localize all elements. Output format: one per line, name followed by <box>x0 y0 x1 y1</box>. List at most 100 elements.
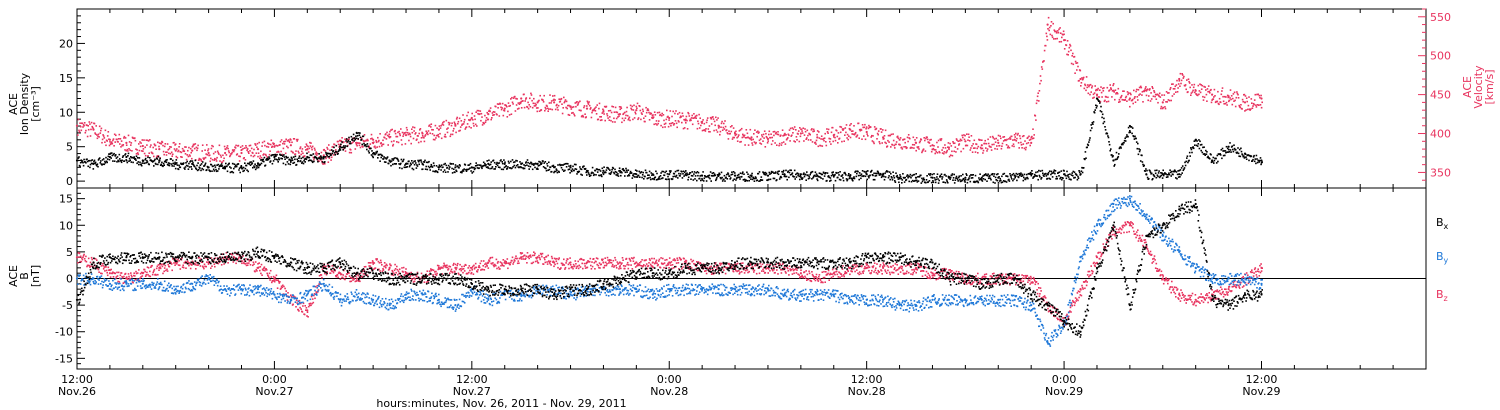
density-series-point <box>852 177 855 180</box>
density-series-point <box>117 159 119 162</box>
density-series-point <box>791 172 794 174</box>
density-series-point <box>238 169 240 171</box>
velocity-series-point <box>447 127 449 129</box>
bz-series-point <box>260 272 262 275</box>
velocity-series-point <box>206 154 209 156</box>
density-series-point <box>409 164 411 167</box>
velocity-series-point <box>531 99 533 102</box>
density-series-point <box>1087 144 1090 147</box>
density-series-point <box>773 172 775 174</box>
velocity-series-point <box>1070 49 1072 52</box>
velocity-series-point <box>553 98 555 101</box>
velocity-series-point <box>1168 99 1171 102</box>
density-series-point <box>136 157 139 159</box>
density-series-sample <box>355 131 358 134</box>
velocity-series-point <box>694 115 697 117</box>
density-series-point <box>1247 154 1250 156</box>
velocity-series-sample <box>372 138 375 141</box>
velocity-series-point <box>168 152 170 155</box>
density-series-point <box>218 168 220 170</box>
velocity-series-point <box>1012 139 1014 141</box>
velocity-series-point <box>362 139 365 142</box>
bz-series-point <box>177 264 180 266</box>
density-series-point <box>959 180 962 183</box>
velocity-series-point <box>1093 92 1096 94</box>
density-series-point <box>1216 154 1219 157</box>
bz-series-point <box>193 262 196 265</box>
velocity-series-point <box>1147 99 1149 102</box>
density-series-point <box>595 174 597 176</box>
density-series-point <box>470 170 472 172</box>
velocity-series-point <box>1235 96 1238 99</box>
velocity-series-point <box>727 132 729 135</box>
density-series-point <box>157 163 159 166</box>
density-series-point <box>1005 181 1008 183</box>
velocity-series-point <box>556 106 559 109</box>
bz-series-point <box>221 253 224 255</box>
density-series-point <box>1000 179 1002 182</box>
velocity-series-point <box>1095 88 1098 91</box>
velocity-series-point <box>637 117 640 119</box>
density-series-point <box>461 171 463 174</box>
y-bottom-tick-label: 15 <box>59 193 73 206</box>
density-series-point <box>943 181 945 183</box>
velocity-series-point <box>801 130 803 132</box>
density-series-point <box>454 171 456 174</box>
density-series-point <box>117 160 120 163</box>
density-series-point <box>733 178 735 180</box>
density-series-point <box>743 178 746 181</box>
velocity-series-point <box>453 121 456 124</box>
velocity-series-point <box>1009 138 1012 140</box>
velocity-series-point <box>1192 86 1195 89</box>
density-series-point <box>359 136 362 139</box>
density-series-point <box>1153 174 1155 177</box>
bz-series-point <box>197 264 199 266</box>
density-series-point <box>254 163 256 165</box>
density-series-point <box>124 154 126 156</box>
density-series-point <box>223 167 225 170</box>
density-series-point <box>127 155 129 157</box>
density-series-point <box>1042 172 1044 175</box>
bz-series-point <box>258 262 260 264</box>
velocity-series-point <box>442 121 444 124</box>
density-series-point <box>127 152 130 155</box>
velocity-series-point <box>446 128 448 130</box>
density-series-point <box>367 145 369 147</box>
density-series-point <box>954 179 957 181</box>
velocity-series-point <box>631 105 634 108</box>
y-bottom-axis-label-line: ACE <box>7 265 20 287</box>
density-series-point <box>440 169 442 171</box>
velocity-series-point <box>522 100 524 102</box>
bz-series-point <box>267 275 270 277</box>
density-series-point <box>301 161 304 163</box>
velocity-series-point <box>757 130 759 133</box>
density-series-point <box>200 169 202 172</box>
density-series-point <box>316 157 318 160</box>
density-series-point <box>244 162 246 164</box>
density-series-point <box>1204 154 1206 156</box>
bz-series-point <box>101 262 104 265</box>
density-series-point <box>720 177 722 180</box>
velocity-series-point <box>1066 53 1068 56</box>
density-series-point <box>1008 178 1010 181</box>
density-series-point <box>780 176 783 179</box>
velocity-series-point <box>226 146 228 149</box>
density-series-point <box>408 160 410 162</box>
density-series-point <box>981 179 983 181</box>
density-series-point <box>445 164 448 167</box>
velocity-series-point <box>348 138 350 140</box>
velocity-series-sample <box>750 136 753 139</box>
density-series-point <box>640 171 643 173</box>
density-series-point <box>253 166 256 169</box>
velocity-series-point <box>1213 96 1215 98</box>
velocity-series-point <box>324 163 326 165</box>
velocity-series-point <box>864 138 867 141</box>
velocity-series-point <box>731 138 734 140</box>
bz-series-point <box>325 265 327 268</box>
density-series-point <box>774 171 777 173</box>
velocity-series-point <box>1219 101 1222 104</box>
density-series-point <box>842 179 845 182</box>
velocity-series-point <box>866 133 868 135</box>
density-series-point <box>298 155 301 158</box>
